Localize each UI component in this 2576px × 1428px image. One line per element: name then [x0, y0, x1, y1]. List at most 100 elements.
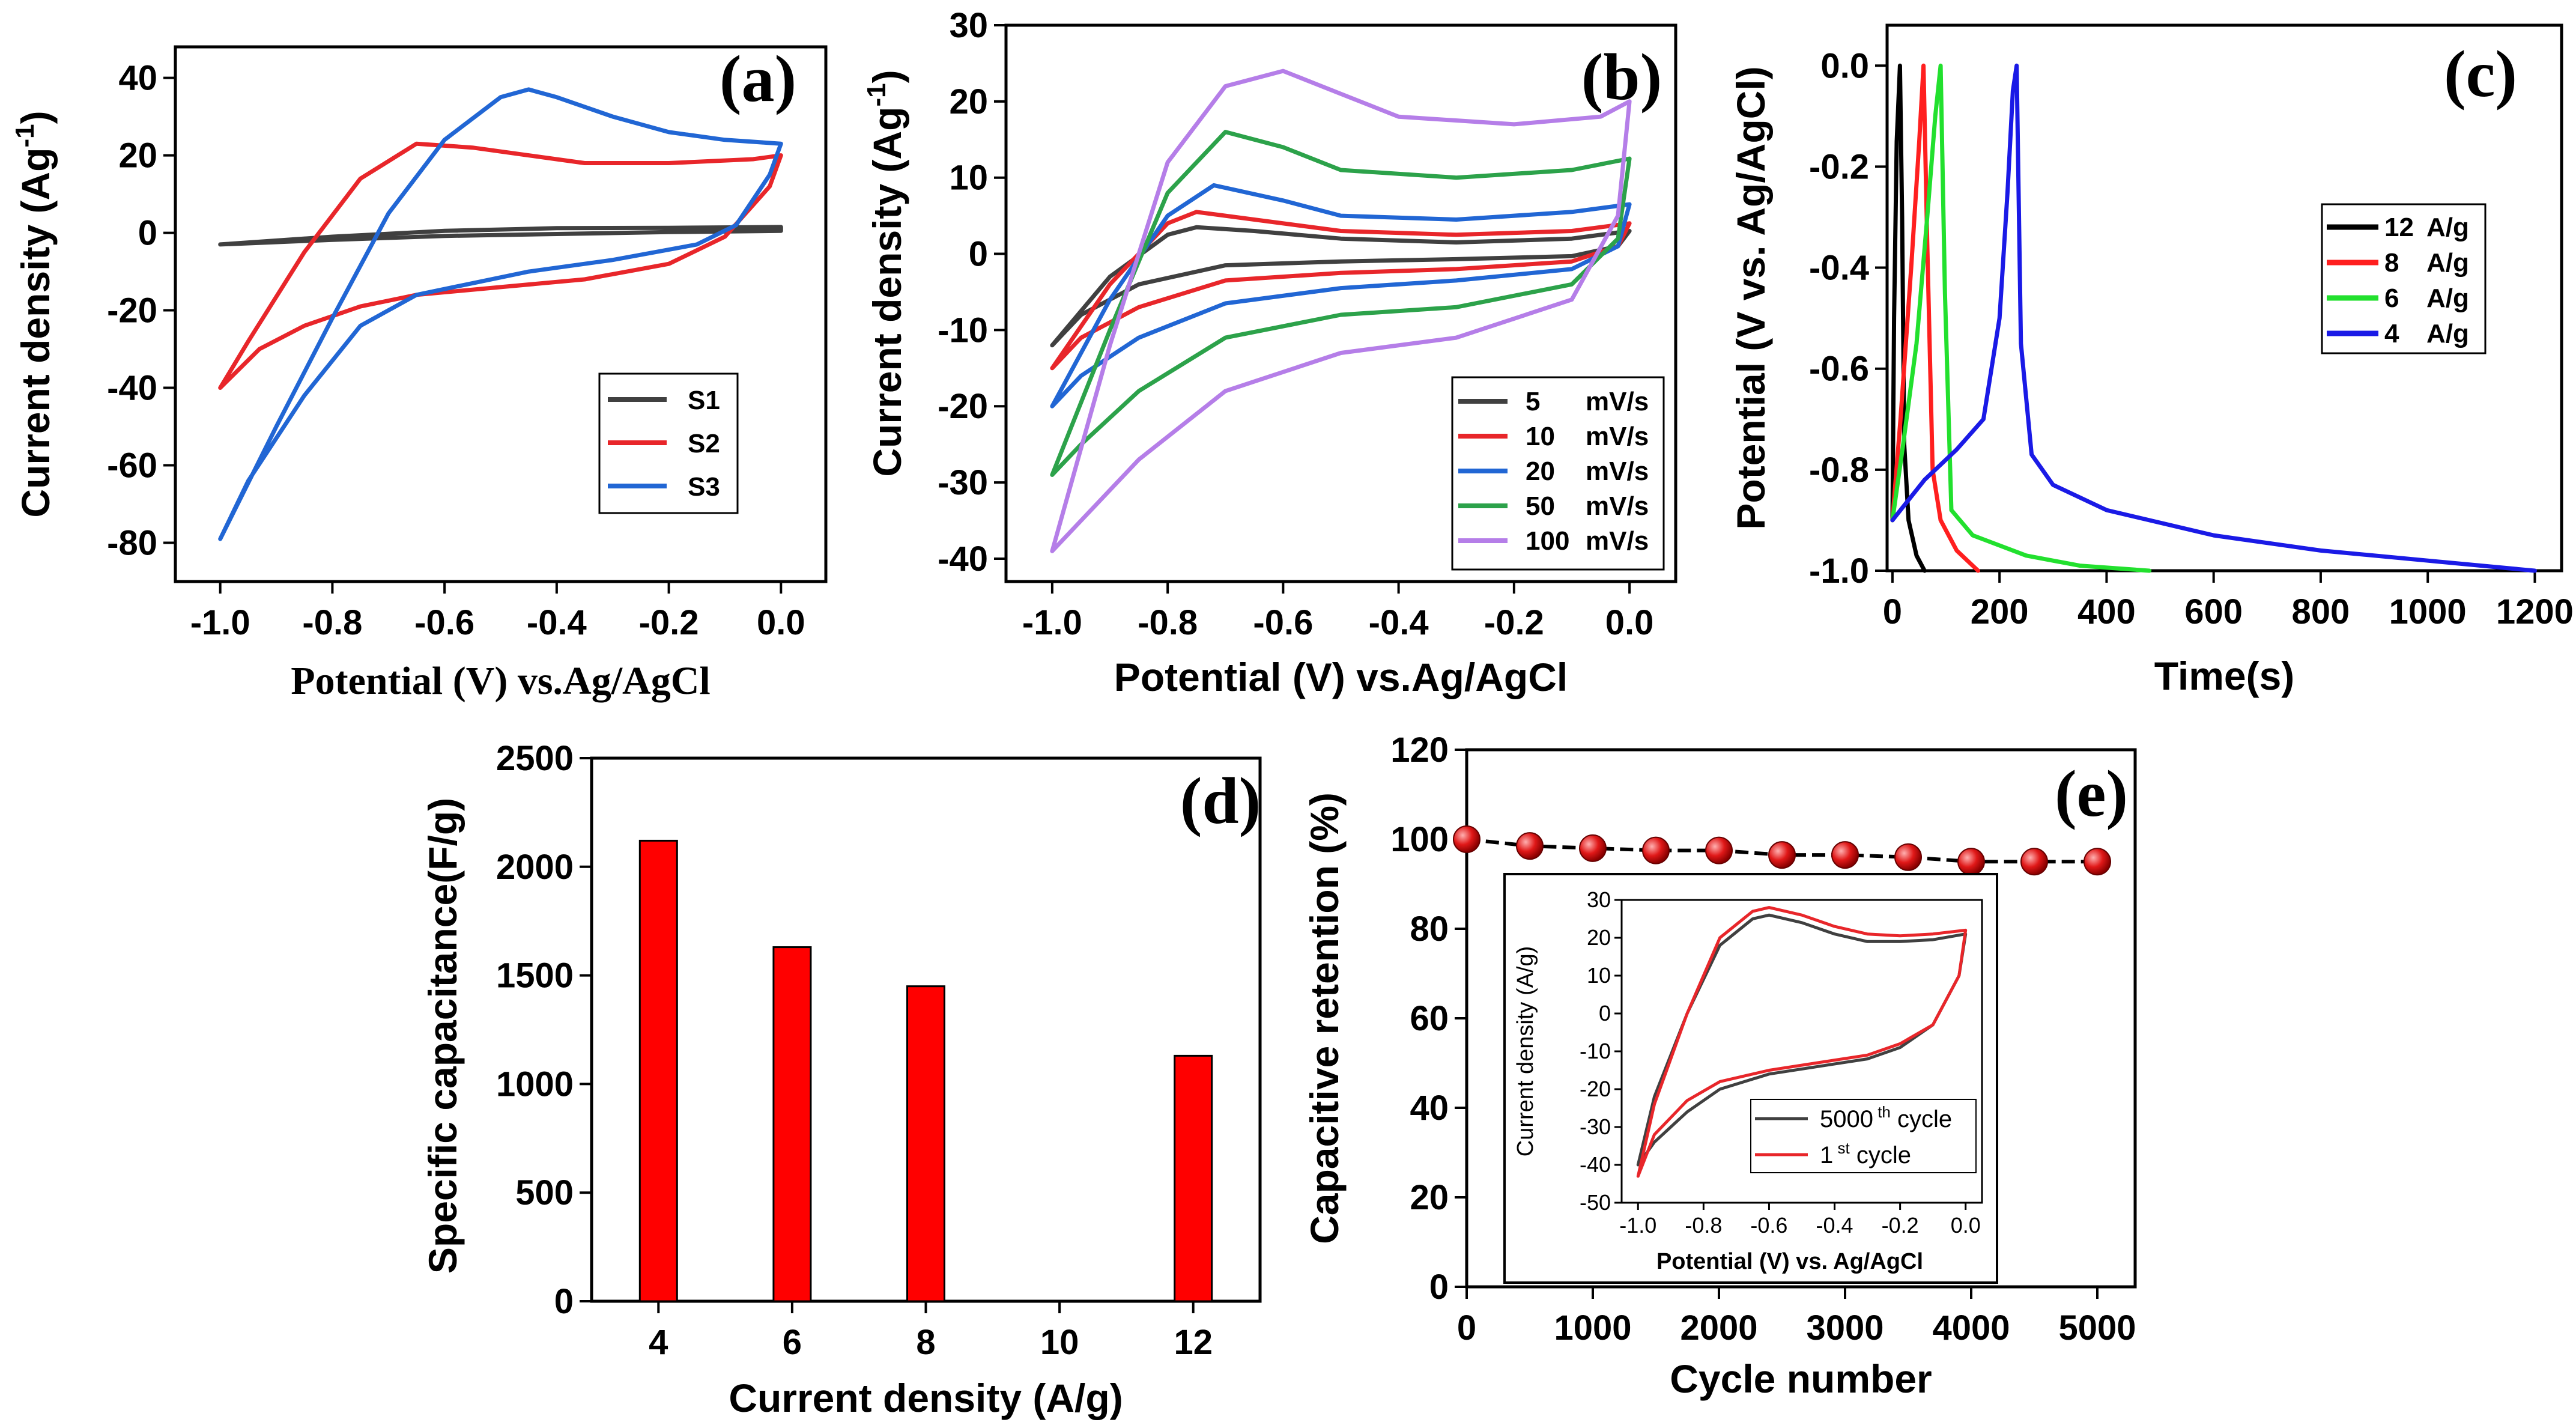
legend-unit: mV/s: [1586, 457, 1649, 486]
y-tick-label: 0: [969, 235, 988, 274]
inset-series-line: [1636, 913, 1968, 1167]
x-tick-label: -0.2: [639, 603, 699, 642]
y-tick-label: 30: [949, 6, 988, 45]
legend: S1 S2 S3: [598, 372, 739, 514]
x-tick-label: 2000: [1680, 1308, 1757, 1347]
inset-y-tick-label: 30: [1587, 887, 1611, 912]
y-tick-label: -0.8: [1809, 451, 1869, 490]
x-tick-label: -0.6: [1253, 603, 1313, 642]
inset-y-tick-label: -10: [1580, 1039, 1611, 1063]
y-tick-label: 80: [1410, 910, 1449, 949]
x-tick-label: 200: [1971, 592, 2029, 631]
legend-label: S3: [688, 472, 720, 502]
x-tick-label: -0.6: [414, 603, 474, 642]
data-point: [2020, 848, 2048, 876]
y-axis-title: Current density (Ag-1): [862, 70, 909, 476]
x-tick-label: 6: [783, 1323, 802, 1362]
y-tick-label: 10: [949, 159, 988, 198]
y-tick-label: 1000: [496, 1065, 574, 1104]
legend-value: 8: [2384, 248, 2399, 278]
legend-unit: A/g: [2426, 248, 2469, 278]
y-axis-title-sup: -1: [862, 83, 891, 106]
x-tick-label: 600: [2184, 592, 2243, 631]
data-point: [2084, 848, 2111, 876]
legend-unit: A/g: [2426, 284, 2469, 313]
series-line: [1890, 63, 1980, 573]
inset-legend-suffix: cycle: [1891, 1106, 1952, 1132]
legend-label: S1: [688, 386, 720, 415]
x-tick-label: 1000: [2389, 592, 2467, 631]
data-point: [1705, 836, 1733, 864]
y-tick-label: -1.0: [1809, 551, 1869, 591]
x-tick-label: 5000: [2058, 1308, 2136, 1347]
y-tick-label: -80: [107, 524, 157, 563]
y-tick-label: 20: [1410, 1178, 1449, 1217]
inset-legend-label: 5000 th cycle: [1820, 1103, 1952, 1132]
y-axis-title-sup: -1: [10, 124, 40, 147]
bar-8: [906, 985, 945, 1302]
y-tick-label: -0.6: [1809, 350, 1869, 389]
bar-6: [772, 946, 812, 1302]
y-tick-label: -20: [938, 387, 988, 426]
y-tick-label: -40: [107, 369, 157, 408]
legend-value: 6: [2384, 284, 2399, 313]
series-line: [1890, 63, 2537, 573]
y-tick-label: -0.2: [1809, 147, 1869, 186]
series-line: [1050, 130, 1632, 477]
inset-legend-num: 1: [1820, 1142, 1833, 1168]
data-point: [1768, 841, 1796, 869]
x-tick-label: 400: [2077, 592, 2136, 631]
series-line: [1050, 183, 1632, 409]
y-tick-label: -60: [107, 446, 157, 485]
panel-c: 0 200 400 600 800 1000 1200 -1.0 -0.8 -0.6 -0.4 -0.…: [1729, 23, 2574, 698]
x-tick-label: 4: [649, 1323, 668, 1362]
inset-legend-sup: st: [1833, 1139, 1850, 1157]
legend-unit: mV/s: [1586, 491, 1649, 521]
y-tick-label: -40: [938, 539, 988, 579]
y-tick-label: 500: [515, 1173, 574, 1212]
inset-y-tick-label: -30: [1580, 1114, 1611, 1139]
legend-value: 10: [1526, 422, 1555, 451]
inset-y-tick-label: 20: [1587, 925, 1611, 950]
y-tick-label: 0: [138, 214, 157, 253]
legend: 5 mV/s 10 mV/s 20 mV/s 50 mV/s 100 mV/s: [1451, 376, 1665, 571]
legend: 12 A/g 8 A/g 6 A/g 4 A/g: [2321, 203, 2487, 354]
legend-unit: mV/s: [1586, 387, 1649, 416]
inset-x-tick-label: -0.6: [1750, 1213, 1787, 1238]
x-tick-label: 10: [1040, 1323, 1079, 1362]
x-tick-label: -0.4: [1369, 603, 1429, 642]
y-axis-title-close: ): [13, 111, 58, 124]
x-tick-label: 1200: [2496, 592, 2574, 631]
data-point: [1642, 836, 1670, 864]
inset-series-line: [1636, 906, 1968, 1178]
panel-label: (b): [1581, 40, 1662, 114]
y-tick-label: -30: [938, 463, 988, 502]
y-axis-title: Current density (Ag-1): [10, 111, 58, 517]
panel-b: -1.0 -0.8 -0.6 -0.4 -0.2 0.0 -40 -30 -20 -10 0 10 20…: [862, 6, 1677, 699]
series-line: [1890, 63, 1927, 573]
y-tick-label: 2500: [496, 739, 574, 778]
y-tick-label: -10: [938, 311, 988, 350]
inset-y-tick-label: -50: [1580, 1190, 1611, 1215]
inset-y-tick-label: -20: [1580, 1077, 1611, 1101]
legend-value: 4: [2384, 319, 2399, 348]
x-axis-title: Potential (V) vs.Ag/AgCl: [1114, 655, 1568, 699]
data-point: [1894, 843, 1922, 871]
inset-x-tick-label: -0.8: [1685, 1213, 1722, 1238]
legend-unit: mV/s: [1586, 422, 1649, 451]
x-tick-label: 800: [2292, 592, 2350, 631]
legend-unit: A/g: [2426, 213, 2469, 242]
y-tick-label: 20: [118, 136, 157, 175]
inset: -1.0 -0.8 -0.6 -0.4 -0.2 0.0 -50 -40 -30 -20 -10 0 1…: [1503, 873, 1998, 1284]
y-tick-label: 100: [1390, 820, 1449, 859]
y-axis-title-close: ): [865, 70, 909, 83]
panel-d: 0 500 1000 1500 2000 2500 4 6 8 10 12 Current densi…: [420, 739, 1262, 1420]
x-tick-label: 12: [1174, 1323, 1213, 1362]
x-tick-label: 0.0: [757, 603, 805, 642]
y-tick-label: 40: [1410, 1089, 1449, 1128]
series-line: [1050, 68, 1632, 553]
x-axis-title: Cycle number: [1670, 1357, 1932, 1401]
legend-unit: mV/s: [1586, 526, 1649, 556]
x-axis-title: Potential (V) vs.Ag/AgCl: [291, 659, 710, 703]
panel-label: (a): [720, 42, 796, 115]
